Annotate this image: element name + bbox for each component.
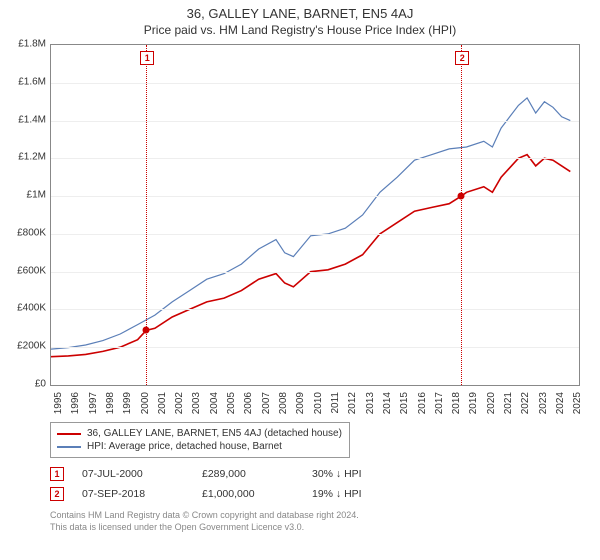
sale-marker-box: 2 [455,51,469,65]
sale-price: £289,000 [202,468,312,480]
x-tick-label: 2018 [451,392,462,414]
x-tick-label: 2013 [365,392,376,414]
sales-table: 1 07-JUL-2000 £289,000 30% ↓ HPI 2 07-SE… [50,464,580,504]
legend-swatch [57,433,81,435]
x-tick-label: 2007 [261,392,272,414]
sale-row: 1 07-JUL-2000 £289,000 30% ↓ HPI [50,464,580,484]
x-tick-label: 2017 [434,392,445,414]
plot-area: 12 [50,44,580,386]
y-tick-label: £600K [17,265,46,276]
x-tick-label: 2025 [572,392,583,414]
x-tick-label: 1999 [122,392,133,414]
sale-marker-box: 1 [140,51,154,65]
y-tick-label: £800K [17,227,46,238]
x-tick-label: 2002 [174,392,185,414]
x-tick-label: 2022 [520,392,531,414]
series-price_paid [51,155,570,357]
y-tick-label: £1.4M [18,114,46,125]
y-tick-label: £1.8M [18,39,46,50]
x-tick-label: 1996 [70,392,81,414]
sale-vline [146,45,147,385]
x-tick-label: 2020 [486,392,497,414]
footer-line: Contains HM Land Registry data © Crown c… [50,510,580,522]
x-tick-label: 2015 [399,392,410,414]
chart-subtitle: Price paid vs. HM Land Registry's House … [0,21,600,41]
x-tick-label: 1995 [53,392,64,414]
chart-title: 36, GALLEY LANE, BARNET, EN5 4AJ [0,0,600,21]
legend-label: 36, GALLEY LANE, BARNET, EN5 4AJ (detach… [87,428,342,439]
sale-price: £1,000,000 [202,488,312,500]
x-tick-label: 2003 [191,392,202,414]
sale-diff: 30% ↓ HPI [312,468,432,480]
y-tick-label: £200K [17,341,46,352]
series-hpi [51,98,570,349]
sale-date: 07-SEP-2018 [82,488,202,500]
x-tick-label: 2014 [382,392,393,414]
y-tick-label: £1.6M [18,76,46,87]
y-tick-label: £1M [27,190,46,201]
x-tick-label: 2009 [295,392,306,414]
sale-marker-box: 1 [50,467,64,481]
x-tick-label: 2008 [278,392,289,414]
sale-row: 2 07-SEP-2018 £1,000,000 19% ↓ HPI [50,484,580,504]
x-tick-label: 2016 [417,392,428,414]
x-tick-label: 2000 [140,392,151,414]
y-tick-label: £1.2M [18,152,46,163]
sale-dot [458,193,465,200]
y-tick-label: £400K [17,303,46,314]
x-tick-label: 2023 [538,392,549,414]
footer: Contains HM Land Registry data © Crown c… [50,510,580,533]
sale-dot [143,327,150,334]
footer-line: This data is licensed under the Open Gov… [50,522,580,534]
legend: 36, GALLEY LANE, BARNET, EN5 4AJ (detach… [50,422,350,458]
x-tick-label: 2006 [243,392,254,414]
sale-diff: 19% ↓ HPI [312,488,432,500]
x-tick-label: 2010 [313,392,324,414]
legend-swatch [57,446,81,448]
sale-marker-box: 2 [50,487,64,501]
x-tick-label: 1998 [105,392,116,414]
x-tick-label: 2011 [330,392,341,414]
x-tick-label: 2019 [468,392,479,414]
x-tick-label: 2004 [209,392,220,414]
sale-date: 07-JUL-2000 [82,468,202,480]
legend-item-hpi: HPI: Average price, detached house, Barn… [57,440,343,453]
x-tick-label: 2005 [226,392,237,414]
x-tick-label: 2012 [347,392,358,414]
y-tick-label: £0 [35,379,46,390]
x-tick-label: 1997 [88,392,99,414]
sale-vline [461,45,462,385]
x-tick-label: 2024 [555,392,566,414]
legend-label: HPI: Average price, detached house, Barn… [87,441,282,452]
x-tick-label: 2001 [157,392,168,414]
legend-item-price-paid: 36, GALLEY LANE, BARNET, EN5 4AJ (detach… [57,427,343,440]
figure: 36, GALLEY LANE, BARNET, EN5 4AJ Price p… [0,0,600,560]
chart-svg [51,45,579,385]
x-tick-label: 2021 [503,392,514,414]
